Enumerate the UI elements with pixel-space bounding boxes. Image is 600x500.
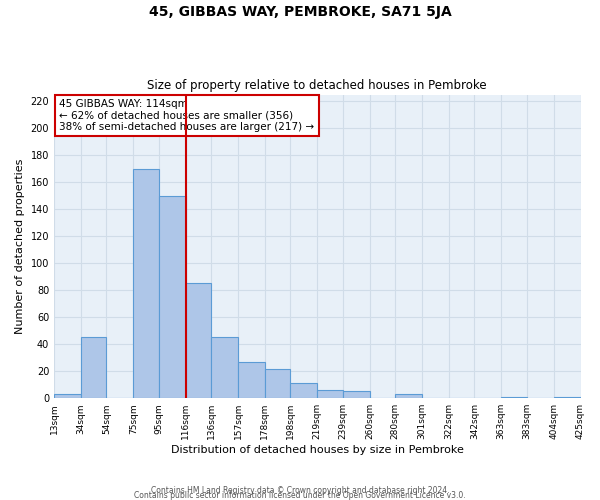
Text: Contains public sector information licensed under the Open Government Licence v3: Contains public sector information licen… [134, 490, 466, 500]
Bar [343, 392, 370, 398]
Y-axis label: Number of detached properties: Number of detached properties [15, 158, 25, 334]
Bar [211, 338, 238, 398]
X-axis label: Distribution of detached houses by size in Pembroke: Distribution of detached houses by size … [171, 445, 464, 455]
Bar [54, 394, 81, 398]
Bar [159, 196, 185, 398]
Bar [238, 362, 265, 398]
Bar [81, 338, 106, 398]
Title: Size of property relative to detached houses in Pembroke: Size of property relative to detached ho… [148, 79, 487, 92]
Bar [133, 169, 159, 398]
Bar [290, 384, 317, 398]
Bar [395, 394, 422, 398]
Bar [501, 397, 527, 398]
Bar [554, 397, 581, 398]
Bar [185, 284, 211, 398]
Bar [317, 390, 343, 398]
Text: Contains HM Land Registry data © Crown copyright and database right 2024.: Contains HM Land Registry data © Crown c… [151, 486, 449, 495]
Text: 45 GIBBAS WAY: 114sqm
← 62% of detached houses are smaller (356)
38% of semi-det: 45 GIBBAS WAY: 114sqm ← 62% of detached … [59, 99, 314, 132]
Bar [265, 368, 290, 398]
Text: 45, GIBBAS WAY, PEMBROKE, SA71 5JA: 45, GIBBAS WAY, PEMBROKE, SA71 5JA [149, 5, 451, 19]
